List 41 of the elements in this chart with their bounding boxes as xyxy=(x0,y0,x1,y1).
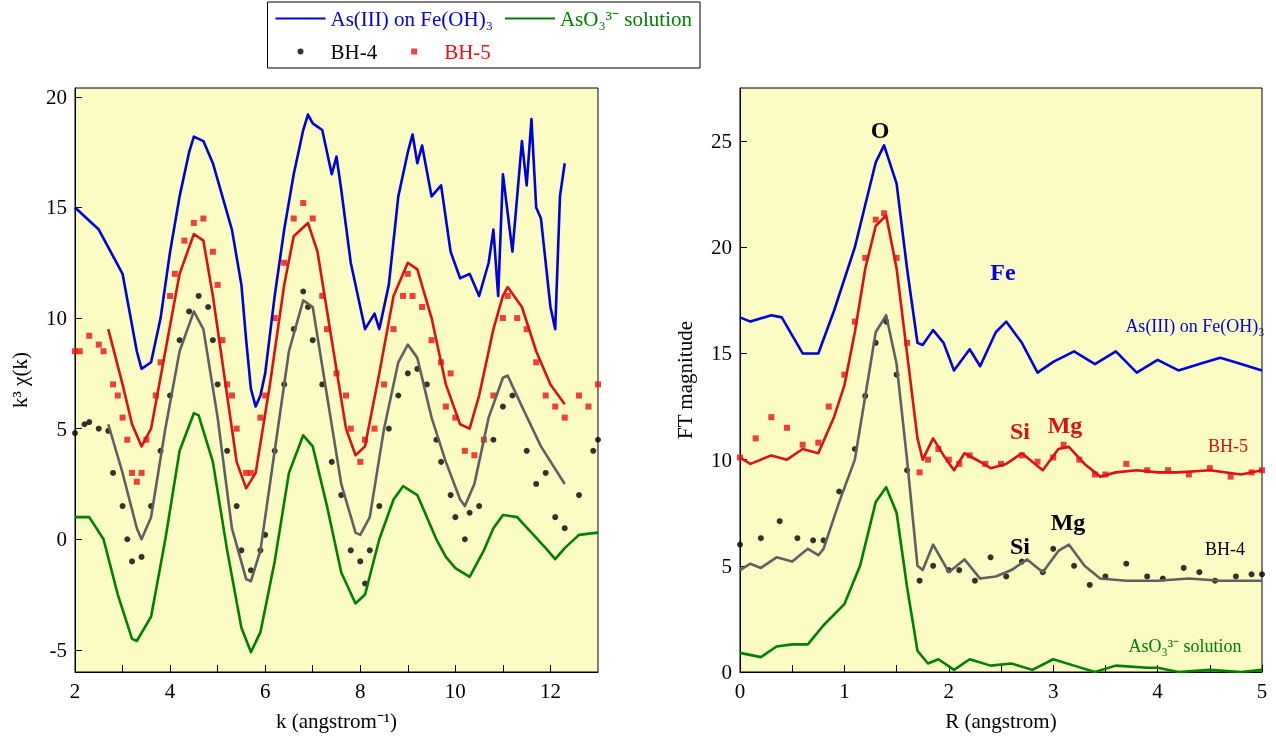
y-tick-label: 25 xyxy=(711,129,732,154)
y-tick-label: 5 xyxy=(56,416,67,441)
annotation: BH-5 xyxy=(1208,436,1248,456)
x-tick-label: 10 xyxy=(444,678,466,703)
x-tick-label: 2 xyxy=(943,678,955,703)
y-tick-label: 0 xyxy=(56,527,67,552)
annotation: Mg xyxy=(1050,509,1086,535)
annotation: As(III) on Fe(OH)₃ xyxy=(1125,316,1265,337)
x-tick-label: 6 xyxy=(259,678,271,703)
x-tick-label: 4 xyxy=(1152,678,1164,703)
annotation: Fe xyxy=(990,259,1016,285)
x-tick-label: 5 xyxy=(1256,678,1268,703)
y-tick-label: 10 xyxy=(711,447,732,472)
x-tick-label: 1 xyxy=(839,678,850,703)
annotation: BH-4 xyxy=(1205,539,1245,559)
y-tick-label: 20 xyxy=(711,235,732,260)
annotation: O xyxy=(870,117,890,143)
annotation: AsO₃³⁻ solution xyxy=(1128,636,1242,656)
legend-label: AsO₃³⁻ solution xyxy=(559,6,693,31)
y-tick-label: 0 xyxy=(721,660,732,684)
x-axis-title: k (angstrom⁻¹) xyxy=(275,708,398,733)
y-tick-label: 5 xyxy=(721,553,732,578)
x-tick-label: 8 xyxy=(355,678,366,703)
y-tick-label: 10 xyxy=(46,306,67,331)
y-tick-label: -5 xyxy=(49,637,67,662)
legend-label: BH-4 xyxy=(330,39,378,64)
legend-label: As(III) on Fe(OH)₃ xyxy=(330,6,493,31)
x-tick-label: 12 xyxy=(539,678,561,703)
x-tick-label: 2 xyxy=(69,678,81,703)
legend-label: BH-5 xyxy=(444,39,491,64)
y-tick-label: 20 xyxy=(46,84,67,109)
y-axis-title: k³ χ(k) xyxy=(7,352,32,408)
annotation: Si xyxy=(1009,418,1031,444)
x-tick-label: 4 xyxy=(164,678,176,703)
y-axis-title: FT magnitude xyxy=(672,320,697,440)
x-axis-title: R (angstrom) xyxy=(945,708,1057,733)
x-tick-label: 3 xyxy=(1047,678,1059,703)
annotation: Si xyxy=(1009,533,1031,559)
y-tick-label: 15 xyxy=(46,195,67,220)
annotation: Mg xyxy=(1047,412,1083,438)
y-tick-label: 15 xyxy=(711,341,732,366)
